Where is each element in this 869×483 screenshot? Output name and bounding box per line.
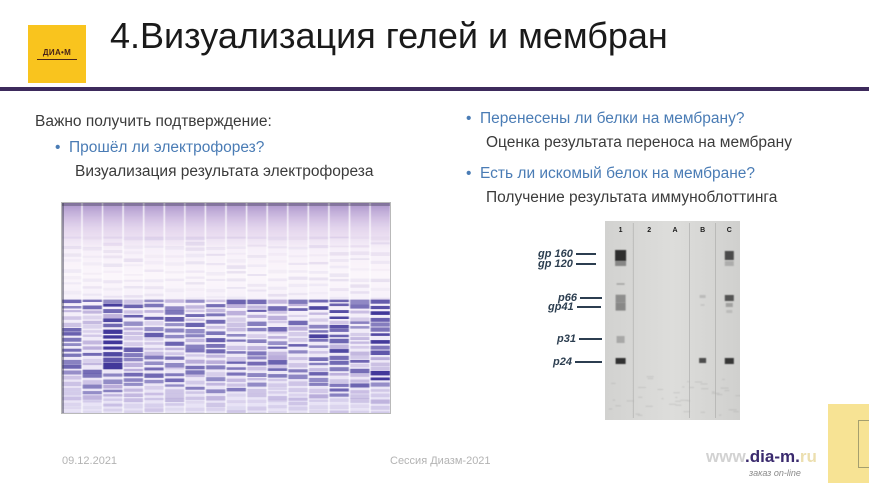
svg-text:B: B xyxy=(700,227,705,234)
svg-text:1: 1 xyxy=(618,227,622,234)
svg-text:C: C xyxy=(726,227,731,234)
svg-text:2: 2 xyxy=(647,227,651,234)
svg-text:A: A xyxy=(672,227,677,234)
